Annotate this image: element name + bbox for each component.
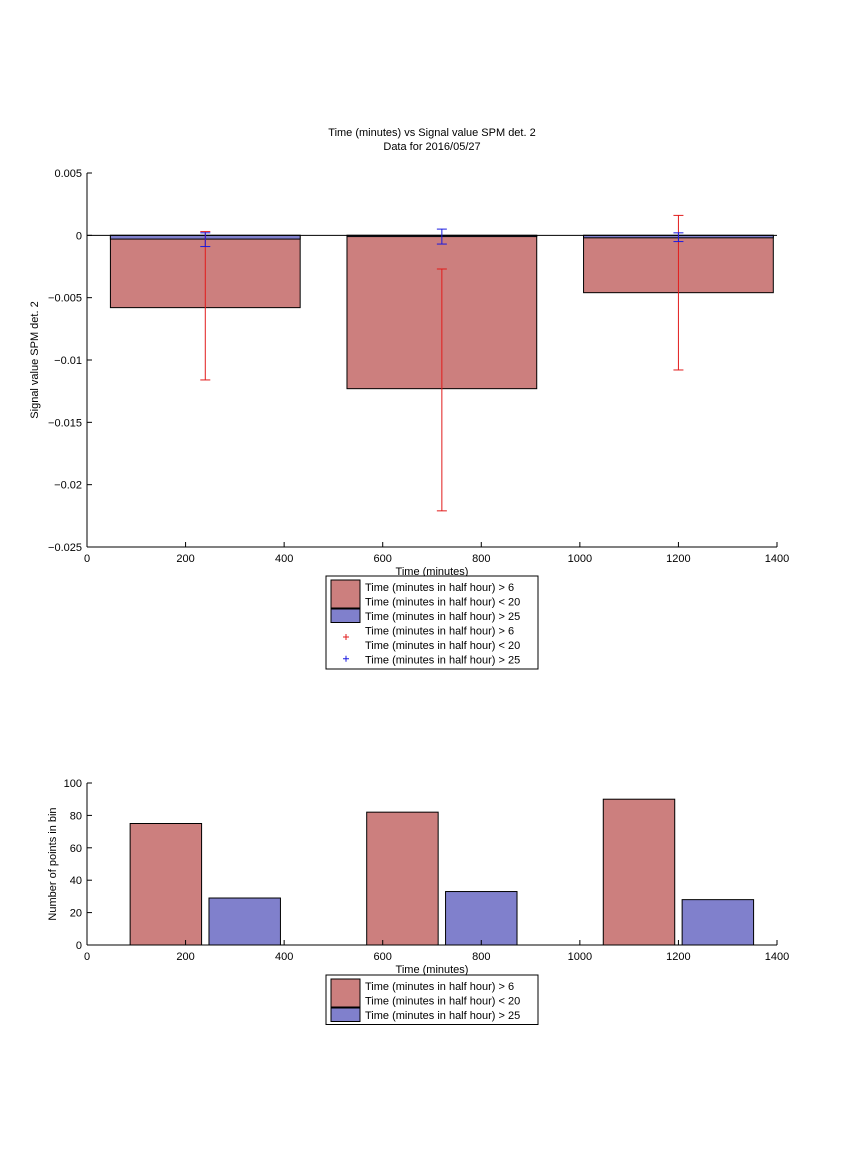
- count-legend-label: Time (minutes in half hour) > 6: [365, 981, 514, 993]
- count-x-tick-label: 200: [176, 951, 194, 963]
- count-y-tick-label: 0: [76, 940, 82, 952]
- signal-x-tick-label: 1000: [568, 553, 592, 565]
- count-bar: [208, 897, 281, 946]
- count-x-tick-label: 0: [84, 951, 90, 963]
- signal-chart-ylabel: Signal value SPM det. 2: [29, 301, 41, 418]
- count-bar: [129, 823, 203, 946]
- count-x-tick-label: 400: [275, 951, 293, 963]
- count-y-tick-label: 40: [70, 875, 82, 887]
- count-y-tick-label: 80: [70, 810, 82, 822]
- signal-y-tick-label: −0.025: [48, 542, 82, 554]
- count-y-tick-label: 60: [70, 843, 82, 855]
- signal-legend-label: Time (minutes in half hour) < 20: [365, 597, 520, 609]
- signal-x-tick-label: 200: [176, 553, 194, 565]
- signal-x-tick-label: 1200: [666, 553, 690, 565]
- signal-y-tick-label: 0.005: [54, 168, 82, 180]
- count-chart-xlabel: Time (minutes): [396, 964, 469, 976]
- count-x-tick-label: 600: [374, 951, 392, 963]
- count-x-tick-label: 800: [472, 951, 490, 963]
- signal-legend-label: Time (minutes in half hour) < 20: [365, 640, 520, 652]
- signal-legend-label: Time (minutes in half hour) > 6: [365, 626, 514, 638]
- signal-y-tick-label: −0.02: [54, 480, 82, 492]
- signal-x-tick-label: 600: [374, 553, 392, 565]
- count-x-tick-label: 1200: [666, 951, 690, 963]
- count-legend-swatch: [330, 978, 361, 1008]
- count-legend-label: Time (minutes in half hour) < 20: [365, 996, 520, 1008]
- count-x-tick-label: 1400: [765, 951, 789, 963]
- count-y-tick-label: 100: [64, 778, 82, 790]
- count-y-tick-label: 20: [70, 908, 82, 920]
- signal-legend-label: Time (minutes in half hour) > 25: [365, 655, 520, 667]
- count-legend-label: Time (minutes in half hour) > 25: [365, 1010, 520, 1022]
- signal-legend-swatch: [330, 579, 361, 609]
- signal-chart-xlabel: Time (minutes): [396, 566, 469, 578]
- count-legend-swatch: [330, 1007, 361, 1022]
- signal-y-tick-label: 0: [76, 230, 82, 242]
- count-bar: [366, 811, 439, 946]
- count-x-tick-label: 1000: [568, 951, 592, 963]
- signal-y-tick-label: −0.01: [54, 355, 82, 367]
- figure-title: Time (minutes) vs Signal value SPM det. …: [328, 127, 535, 139]
- signal-x-tick-label: 1400: [765, 553, 789, 565]
- signal-legend-swatch: [330, 608, 361, 623]
- signal-x-tick-label: 400: [275, 553, 293, 565]
- signal-y-tick-label: −0.015: [48, 417, 82, 429]
- signal-x-tick-label: 0: [84, 553, 90, 565]
- figure-subtitle: Data for 2016/05/27: [383, 141, 480, 153]
- count-chart: Number of points in bin Time (minutes) 0…: [47, 778, 789, 1025]
- count-chart-ylabel: Number of points in bin: [47, 807, 59, 920]
- count-bar: [445, 891, 518, 946]
- signal-legend-box: [325, 575, 539, 670]
- signal-legend-label: Time (minutes in half hour) > 6: [365, 582, 514, 594]
- count-legend-box: [325, 974, 539, 1025]
- count-bar: [681, 899, 755, 946]
- signal-y-tick-label: −0.005: [48, 293, 82, 305]
- signal-legend-label: Time (minutes in half hour) > 25: [365, 611, 520, 623]
- count-bar: [602, 798, 676, 946]
- signal-chart: Signal value SPM det. 2 Time (minutes) 0…: [29, 168, 789, 670]
- signal-x-tick-label: 800: [472, 553, 490, 565]
